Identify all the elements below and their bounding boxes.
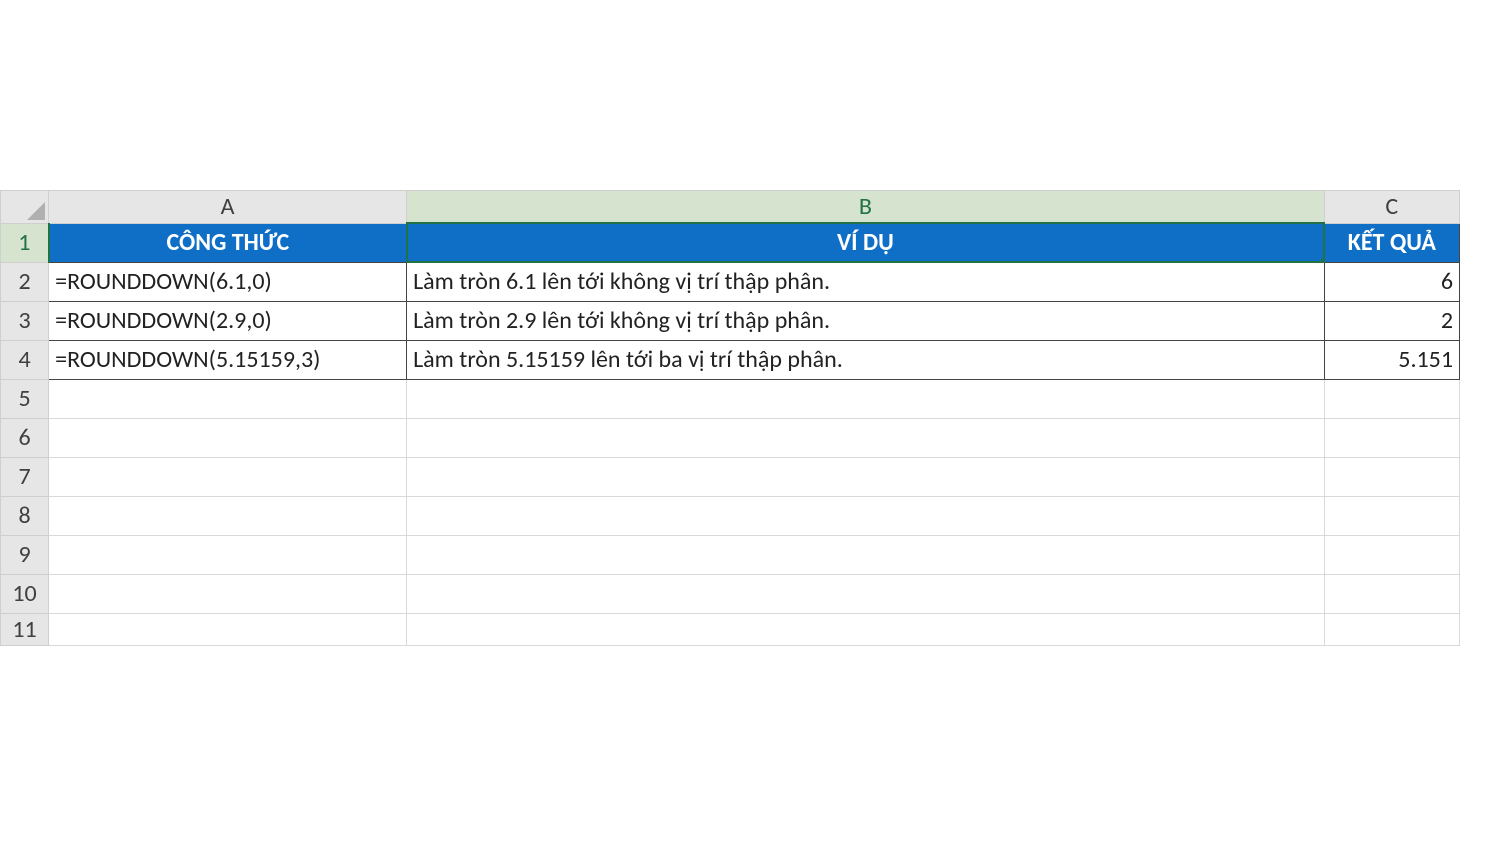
cell-C9[interactable] xyxy=(1324,535,1459,574)
row-header-6[interactable]: 6 xyxy=(1,418,49,457)
cell-B9[interactable] xyxy=(407,535,1325,574)
cell-C2[interactable]: 6 xyxy=(1324,262,1459,301)
row-header-9[interactable]: 9 xyxy=(1,535,49,574)
cell-C4[interactable]: 5.151 xyxy=(1324,340,1459,379)
cell-C3[interactable]: 2 xyxy=(1324,301,1459,340)
cell-A1[interactable]: CÔNG THỨC xyxy=(49,223,407,262)
cell-B8[interactable] xyxy=(407,496,1325,535)
cell-C6[interactable] xyxy=(1324,418,1459,457)
cell-A10[interactable] xyxy=(49,574,407,613)
table-row: 1 CÔNG THỨC VÍ DỤ KẾT QUẢ xyxy=(1,223,1460,262)
row-header-11[interactable]: 11 xyxy=(1,613,49,645)
cell-B2[interactable]: Làm tròn 6.1 lên tới không vị trí thập p… xyxy=(407,262,1325,301)
row-header-8[interactable]: 8 xyxy=(1,496,49,535)
cell-C7[interactable] xyxy=(1324,457,1459,496)
cell-C11[interactable] xyxy=(1324,613,1459,645)
cell-B6[interactable] xyxy=(407,418,1325,457)
row-header-5[interactable]: 5 xyxy=(1,379,49,418)
table-row: 10 xyxy=(1,574,1460,613)
cell-B10[interactable] xyxy=(407,574,1325,613)
table-row: 6 xyxy=(1,418,1460,457)
cell-C5[interactable] xyxy=(1324,379,1459,418)
cell-B5[interactable] xyxy=(407,379,1325,418)
table-row: 4 =ROUNDDOWN(5.15159,3) Làm tròn 5.15159… xyxy=(1,340,1460,379)
table-row: 3 =ROUNDDOWN(2.9,0) Làm tròn 2.9 lên tới… xyxy=(1,301,1460,340)
cell-A4[interactable]: =ROUNDDOWN(5.15159,3) xyxy=(49,340,407,379)
row-header-3[interactable]: 3 xyxy=(1,301,49,340)
spreadsheet-grid: A B C 1 CÔNG THỨC VÍ DỤ KẾT QUẢ 2 =ROUND… xyxy=(0,190,1460,646)
cell-A7[interactable] xyxy=(49,457,407,496)
table-row: 2 =ROUNDDOWN(6.1,0) Làm tròn 6.1 lên tới… xyxy=(1,262,1460,301)
column-header-row: A B C xyxy=(1,191,1460,224)
column-header-A[interactable]: A xyxy=(49,191,407,224)
row-header-7[interactable]: 7 xyxy=(1,457,49,496)
worksheet-table: A B C 1 CÔNG THỨC VÍ DỤ KẾT QUẢ 2 =ROUND… xyxy=(0,190,1460,646)
cell-C10[interactable] xyxy=(1324,574,1459,613)
cell-A9[interactable] xyxy=(49,535,407,574)
cell-A5[interactable] xyxy=(49,379,407,418)
cell-B4[interactable]: Làm tròn 5.15159 lên tới ba vị trí thập … xyxy=(407,340,1325,379)
row-header-2[interactable]: 2 xyxy=(1,262,49,301)
column-header-B[interactable]: B xyxy=(407,191,1325,224)
cell-A2[interactable]: =ROUNDDOWN(6.1,0) xyxy=(49,262,407,301)
cell-C1[interactable]: KẾT QUẢ xyxy=(1324,223,1459,262)
cell-B11[interactable] xyxy=(407,613,1325,645)
cell-A8[interactable] xyxy=(49,496,407,535)
cell-A3[interactable]: =ROUNDDOWN(2.9,0) xyxy=(49,301,407,340)
row-header-4[interactable]: 4 xyxy=(1,340,49,379)
table-row: 8 xyxy=(1,496,1460,535)
table-row: 7 xyxy=(1,457,1460,496)
row-header-10[interactable]: 10 xyxy=(1,574,49,613)
table-row: 9 xyxy=(1,535,1460,574)
table-row: 11 xyxy=(1,613,1460,645)
cell-A11[interactable] xyxy=(49,613,407,645)
cell-A6[interactable] xyxy=(49,418,407,457)
cell-B7[interactable] xyxy=(407,457,1325,496)
row-header-1[interactable]: 1 xyxy=(1,223,49,262)
cell-C8[interactable] xyxy=(1324,496,1459,535)
cell-B3[interactable]: Làm tròn 2.9 lên tới không vị trí thập p… xyxy=(407,301,1325,340)
cell-B1[interactable]: VÍ DỤ xyxy=(407,223,1325,262)
table-row: 5 xyxy=(1,379,1460,418)
select-all-corner[interactable] xyxy=(1,191,49,224)
column-header-C[interactable]: C xyxy=(1324,191,1459,224)
